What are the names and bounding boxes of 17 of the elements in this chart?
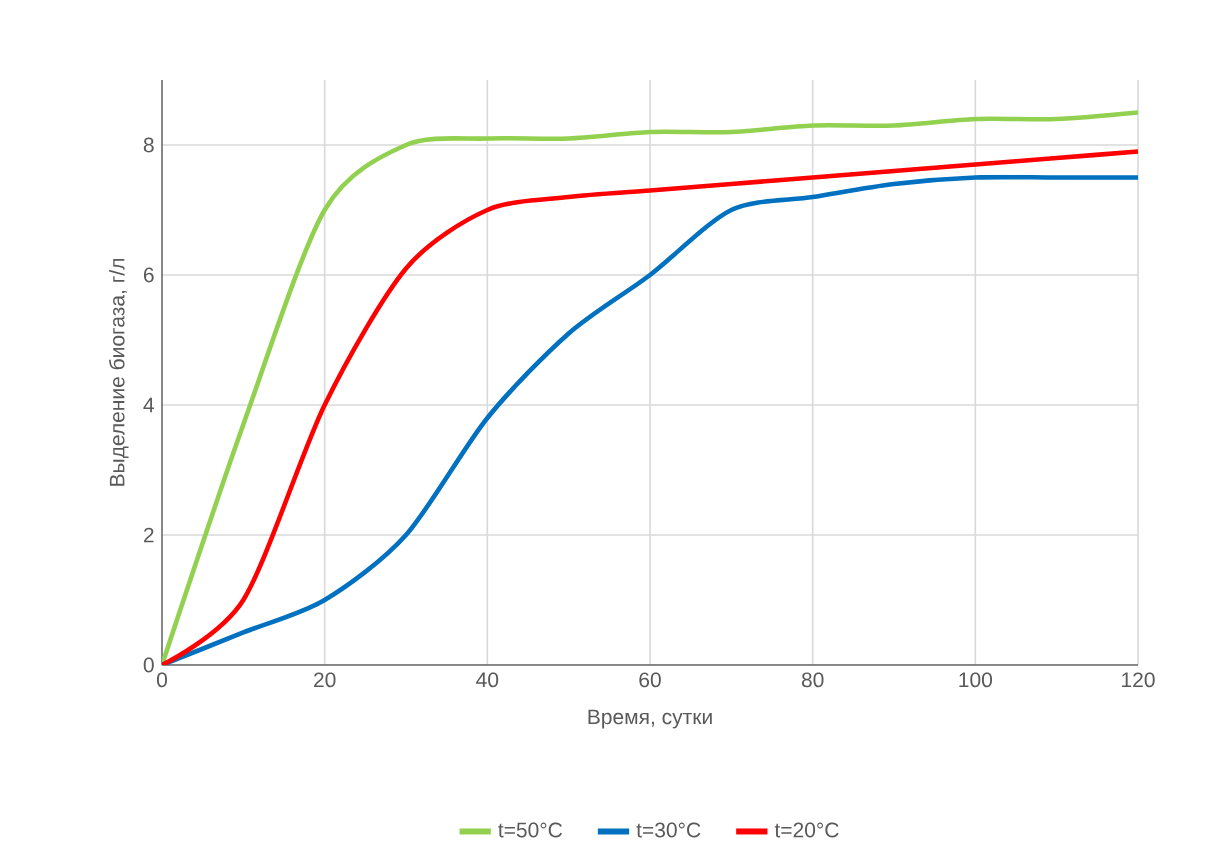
y-tick-label: 6 bbox=[143, 267, 154, 283]
y-tick-label: 4 bbox=[143, 397, 154, 413]
legend-label: t=50°C bbox=[498, 822, 563, 838]
x-tick-label: 120 bbox=[1122, 672, 1155, 688]
y-tick-label: 8 bbox=[143, 137, 154, 153]
x-tick-label: 0 bbox=[156, 672, 168, 688]
x-tick-label: 40 bbox=[476, 672, 499, 688]
legend-label: t=30°C bbox=[636, 822, 701, 838]
y-tick-label: 2 bbox=[143, 527, 154, 543]
x-axis-title: Время, сутки bbox=[588, 709, 712, 729]
x-tick-label: 60 bbox=[639, 672, 661, 688]
x-tick-label: 20 bbox=[314, 672, 336, 688]
x-tick-label: 100 bbox=[959, 672, 993, 688]
y-tick-label: 0 bbox=[143, 657, 154, 673]
x-tick-label: 80 bbox=[801, 672, 824, 688]
legend-label: t=20°C bbox=[774, 822, 839, 838]
y-axis-title: Выделение биогаза, г/л bbox=[108, 259, 129, 486]
